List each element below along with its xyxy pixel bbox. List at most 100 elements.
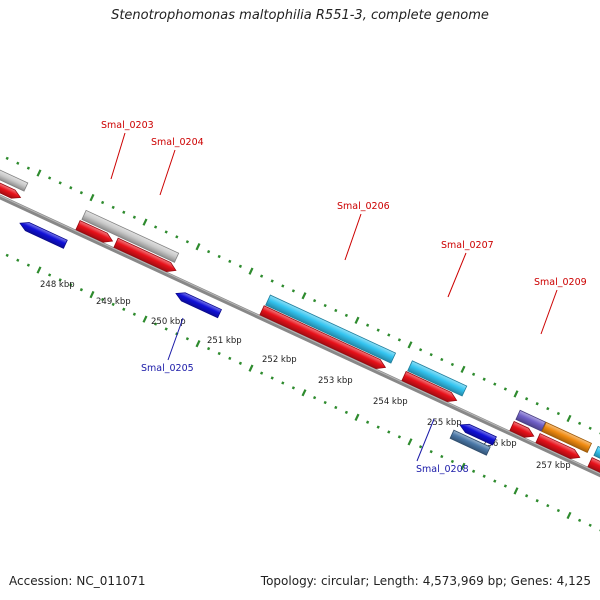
gene-feature-smal-0203 — [81, 209, 180, 263]
minor-scale-tick — [16, 258, 20, 262]
minor-scale-tick — [291, 289, 296, 293]
minor-scale-tick — [228, 259, 232, 264]
major-scale-tick — [142, 315, 148, 323]
minor-scale-tick — [376, 425, 380, 429]
major-scale-tick — [354, 413, 360, 421]
minor-scale-tick — [5, 253, 9, 257]
major-scale-tick — [301, 389, 307, 397]
minor-scale-tick — [164, 327, 168, 331]
smal-0203-label: Smal_0203 — [101, 120, 154, 131]
minor-scale-tick — [556, 508, 561, 513]
major-scale-tick — [566, 414, 572, 423]
minor-scale-tick — [100, 297, 105, 302]
kbp-label: 255 kbp — [427, 418, 462, 428]
minor-scale-tick — [577, 421, 582, 425]
minor-scale-tick — [312, 396, 317, 400]
minor-scale-tick — [588, 523, 592, 527]
gene-feature-smal-0206-body — [265, 294, 397, 364]
kbp-label: 251 kbp — [207, 336, 242, 346]
length-label: Length: — [373, 574, 419, 588]
major-scale-tick — [195, 243, 201, 251]
minor-scale-tick — [535, 499, 539, 503]
major-scale-tick — [195, 340, 201, 348]
minor-scale-tick — [153, 225, 158, 229]
smal-0209-leader-line — [540, 289, 558, 335]
major-scale-tick — [36, 169, 42, 177]
major-scale-tick — [513, 487, 519, 495]
smal-0206-label: Smal_0206 — [337, 201, 390, 212]
minor-scale-tick — [577, 518, 582, 522]
gene-feature-smal-0203-body — [81, 209, 180, 263]
gene-feature-smal-0204-body — [113, 237, 177, 273]
kbp-label: 252 kbp — [262, 355, 297, 365]
gene-feature-smal-0204 — [113, 237, 177, 273]
gene-feature-smal-0209 — [541, 421, 593, 453]
gene-feature-red-edge-body — [587, 457, 600, 474]
minor-scale-tick — [387, 430, 391, 434]
minor-scale-tick — [270, 279, 274, 283]
gene-feature-red-0203-body — [75, 220, 114, 243]
minor-scale-tick — [312, 299, 317, 303]
minor-scale-tick — [69, 283, 73, 287]
minor-scale-tick — [132, 215, 137, 219]
gene-feature-red-0209b — [535, 433, 581, 460]
gene-feature-smal-0209-purple — [515, 409, 547, 432]
minor-scale-tick — [429, 353, 433, 357]
minor-scale-tick — [175, 235, 179, 239]
major-scale-tick — [354, 316, 360, 324]
smal-0207-label: Smal_0207 — [441, 240, 494, 251]
minor-scale-tick — [450, 459, 455, 464]
minor-scale-tick — [471, 372, 476, 376]
minor-scale-tick — [238, 264, 243, 268]
minor-scale-tick — [281, 381, 285, 385]
minor-scale-tick — [5, 156, 9, 160]
minor-scale-tick — [206, 249, 211, 254]
minor-scale-tick — [185, 240, 190, 244]
genome-title: Stenotrophomonas maltophilia R551-3, com… — [111, 8, 489, 23]
minor-scale-tick — [217, 254, 221, 259]
gene-feature-red-0209b-body — [535, 433, 581, 460]
gene-feature-smal-0206 — [265, 294, 397, 364]
minor-scale-tick — [482, 377, 486, 381]
gene-feature-smal-0207 — [407, 360, 468, 397]
accession-info: Accession: NC_011071 — [9, 574, 146, 588]
kbp-label: 253 kbp — [318, 376, 353, 386]
minor-scale-tick — [503, 387, 508, 391]
gene-feature-smal-0208-body — [449, 429, 491, 456]
minor-scale-tick — [79, 288, 84, 292]
gene-feature-blue-0202 — [19, 222, 68, 249]
kbp-label: 248 kbp — [40, 280, 75, 290]
minor-scale-tick — [16, 161, 20, 165]
minor-scale-tick — [111, 205, 115, 210]
gene-feature-smal-0208 — [449, 429, 491, 456]
gene-label-layer: Smal_0203 Smal_0204 Smal_0205 Smal_0206 Smal… — [101, 120, 587, 475]
kbp-label: 249 kbp — [96, 297, 131, 307]
minor-scale-tick — [365, 323, 370, 327]
minor-scale-tick — [429, 450, 433, 454]
major-scale-tick — [513, 390, 519, 398]
minor-scale-tick — [397, 338, 402, 342]
major-scale-tick — [248, 267, 254, 275]
kbp-label: 256 kbp — [482, 439, 517, 449]
kbp-label: 250 kbp — [151, 317, 186, 327]
major-scale-tick — [460, 365, 466, 373]
minor-scale-tick — [132, 312, 137, 316]
smal-0205-label: Smal_0205 — [141, 363, 194, 374]
gene-feature-smal-0209-body — [541, 421, 593, 453]
inner-tick-row — [5, 253, 600, 532]
length-value: 4,573,969 bp — [422, 574, 503, 588]
kbp-label: 257 kbp — [536, 461, 571, 471]
genome-backbone — [0, 194, 600, 478]
major-scale-tick — [248, 364, 254, 372]
backbone-highlight — [0, 195, 600, 475]
gene-feature-red-edge — [587, 457, 600, 474]
accession-value: NC_011071 — [76, 574, 146, 588]
major-scale-tick — [89, 290, 95, 299]
gene-feature-cyan-edge — [593, 445, 600, 463]
minor-scale-tick — [471, 469, 476, 473]
minor-scale-tick — [334, 308, 338, 313]
major-scale-tick — [460, 462, 466, 470]
smal-0207-leader-line — [447, 252, 467, 298]
minor-scale-tick — [47, 273, 52, 277]
